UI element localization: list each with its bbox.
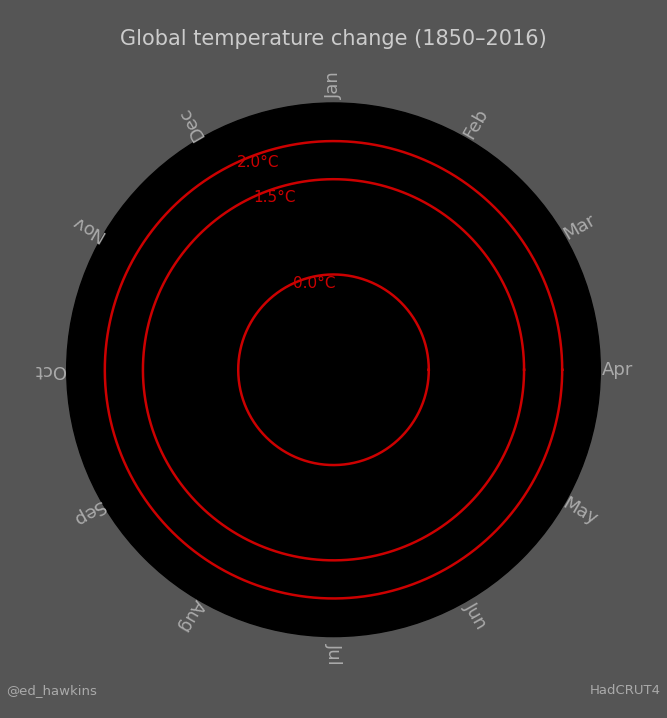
Text: Feb: Feb xyxy=(460,106,492,142)
Circle shape xyxy=(67,103,600,637)
Text: 1.5°C: 1.5°C xyxy=(253,190,295,205)
Text: 2.0°C: 2.0°C xyxy=(237,155,279,170)
Text: Jan: Jan xyxy=(325,72,342,99)
Text: Jun: Jun xyxy=(461,600,490,633)
Text: Global temperature change (1850–2016): Global temperature change (1850–2016) xyxy=(120,29,547,49)
Text: 0.0°C: 0.0°C xyxy=(293,276,336,291)
Text: Jul: Jul xyxy=(325,643,342,665)
Text: Sep: Sep xyxy=(68,495,107,528)
Text: Dec: Dec xyxy=(175,104,208,143)
Text: Aug: Aug xyxy=(175,596,208,635)
Text: Oct: Oct xyxy=(34,360,65,379)
Text: Mar: Mar xyxy=(560,211,599,244)
Text: Apr: Apr xyxy=(602,360,634,379)
Text: @ed_hawkins: @ed_hawkins xyxy=(7,684,97,697)
Text: HadCRUT4: HadCRUT4 xyxy=(590,684,660,697)
Text: May: May xyxy=(559,495,600,529)
Text: Nov: Nov xyxy=(67,211,107,244)
